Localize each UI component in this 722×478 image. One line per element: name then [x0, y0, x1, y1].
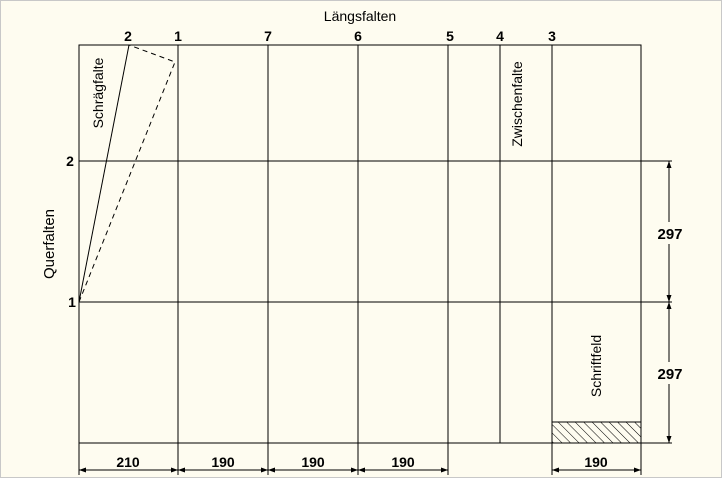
title: Längsfalten	[324, 8, 396, 24]
fold-number: 4	[496, 28, 504, 44]
dimension-label: 190	[391, 454, 415, 470]
horizontal-dimensions: 210 190 190 190 190	[78, 443, 642, 475]
diagonal-fold-line	[78, 44, 130, 303]
dimension-label: 190	[584, 454, 608, 470]
dimension-label: 297	[657, 366, 682, 383]
cross-fold-label: Querfalten	[41, 209, 58, 279]
cross-fold-number: 1	[68, 294, 76, 310]
diagonal-fold-dashed	[78, 44, 176, 303]
dimension-label: 190	[211, 454, 235, 470]
title-block-label: Schriftfeld	[588, 335, 604, 397]
fold-number: 3	[548, 28, 556, 44]
longitudinal-fold-lines	[177, 45, 553, 443]
fold-number: 6	[354, 28, 362, 44]
diagonal-fold-label: Schrägfalte	[90, 57, 106, 128]
fold-number: 5	[446, 28, 454, 44]
vertical-dimensions: 297 297	[652, 161, 688, 443]
longitudinal-fold-numbers: 2 1 7 6 5 4 3	[124, 28, 556, 44]
title-block-hatch	[551, 421, 642, 444]
fold-number: 7	[264, 28, 272, 44]
intermediate-fold-label: Zwischenfalte	[509, 61, 525, 147]
cross-fold-number: 2	[66, 153, 74, 169]
fold-number: 2	[124, 28, 132, 44]
dimension-label: 190	[301, 454, 325, 470]
dimension-label: 297	[657, 226, 682, 243]
dimension-label: 210	[116, 454, 140, 470]
sheet-outline	[78, 44, 642, 444]
fold-number: 1	[174, 28, 182, 44]
cross-fold-lines	[79, 160, 672, 444]
